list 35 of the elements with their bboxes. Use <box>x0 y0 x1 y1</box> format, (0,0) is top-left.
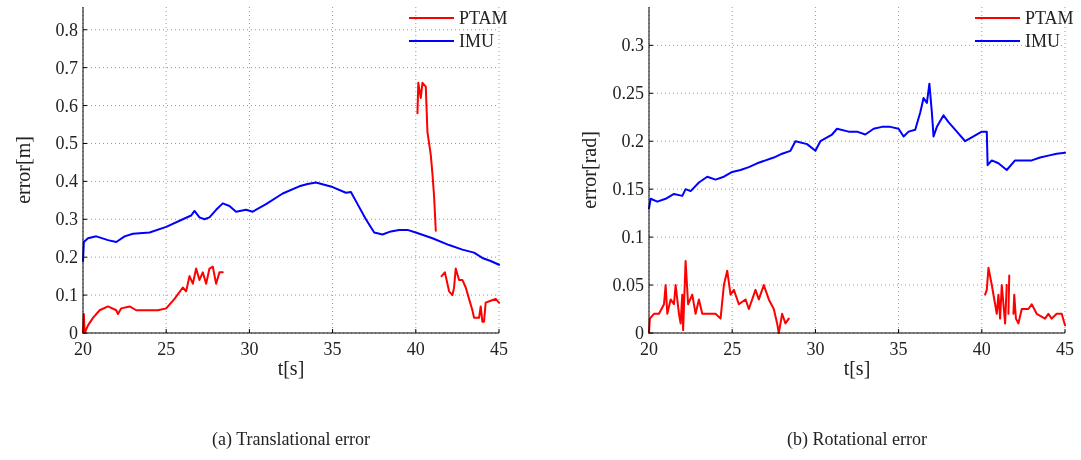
x-tick-label: 40 <box>972 339 991 359</box>
text: (b) Rotational error <box>787 429 927 450</box>
y-axis-title: error[m] <box>12 136 34 204</box>
x-tick-label: 40 <box>406 339 425 359</box>
x-tick-label: 45 <box>1056 339 1074 359</box>
legend-label: IMU <box>1025 31 1060 51</box>
y-tick-label: 0.3 <box>55 209 78 230</box>
x-tick-label: 30 <box>240 339 259 359</box>
x-tick-label: 25 <box>723 339 742 359</box>
x-axis-title: t[s] <box>843 357 871 379</box>
text: (a) Translational error <box>212 429 370 450</box>
legend-label: IMU <box>459 31 494 51</box>
y-tick-label: 0.4 <box>55 171 78 192</box>
y-tick-label: 0.15 <box>612 179 644 200</box>
x-tick-label: 35 <box>323 339 342 359</box>
y-tick-label: 0.1 <box>621 227 644 248</box>
y-tick-label: 0.5 <box>55 133 78 154</box>
x-axis-title: t[s] <box>277 357 305 379</box>
y-tick-label: 0.05 <box>612 275 644 296</box>
y-tick-label: 0.3 <box>621 35 644 56</box>
y-tick-label: 0.7 <box>55 57 78 78</box>
y-tick-label: 0.1 <box>55 285 78 306</box>
x-tick-label: 30 <box>806 339 825 359</box>
y-tick-label: 0.6 <box>55 95 78 116</box>
x-tick-label: 45 <box>490 339 508 359</box>
y-tick-label: 0.2 <box>621 131 644 152</box>
y-axis-title: error[rad] <box>578 131 600 209</box>
x-tick-label: 35 <box>889 339 908 359</box>
y-tick-label: 0.2 <box>55 247 78 268</box>
y-tick-label: 0.25 <box>612 83 644 104</box>
legend-label: PTAM <box>1025 8 1074 28</box>
legend-label: PTAM <box>459 8 508 28</box>
line-series <box>82 181 500 266</box>
x-tick-label: 25 <box>157 339 176 359</box>
y-tick-label: 0.8 <box>55 19 78 40</box>
